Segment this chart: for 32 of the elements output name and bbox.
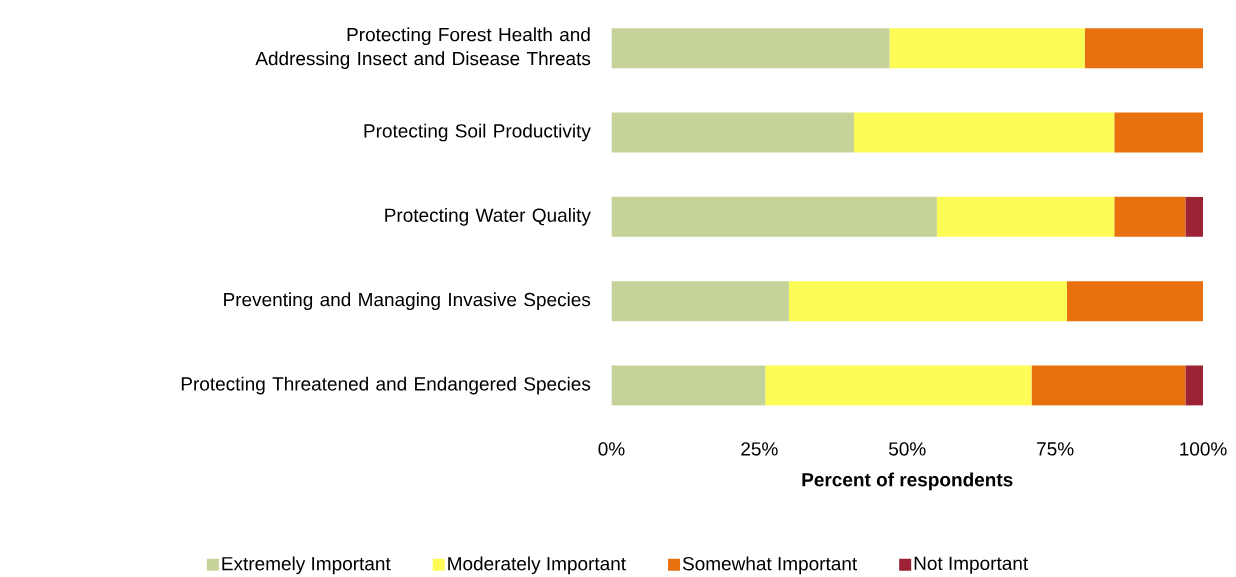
x-tick-label: 75% bbox=[1037, 442, 1074, 456]
bar bbox=[611, 281, 789, 322]
bar bbox=[889, 28, 1085, 69]
bar bbox=[611, 112, 854, 153]
y-tick-label: Protecting Water Quality bbox=[385, 207, 591, 226]
bar bbox=[936, 196, 1115, 237]
legend-label: Moderately Important bbox=[448, 556, 626, 575]
bar bbox=[1114, 112, 1204, 153]
bar bbox=[1185, 196, 1204, 237]
bar bbox=[788, 281, 1067, 322]
y-tick-label: Protecting Forest Health and Addressing Insect and Disease Threats bbox=[255, 27, 591, 69]
bar bbox=[1185, 365, 1204, 406]
y-tick-label: Protecting Soil Productivity bbox=[364, 123, 591, 142]
bar bbox=[1066, 281, 1204, 322]
bar bbox=[1084, 28, 1204, 69]
x-tick-label: 50% bbox=[889, 442, 926, 456]
x-tick-label: 0% bbox=[598, 442, 625, 456]
legend-label: Somewhat Important bbox=[682, 556, 858, 575]
bar bbox=[765, 365, 1032, 406]
bar bbox=[1031, 365, 1186, 406]
x-tick-label: 25% bbox=[741, 442, 778, 456]
bar bbox=[853, 112, 1115, 153]
bar bbox=[1114, 196, 1186, 237]
y-tick-label: Protecting Threatened and Endangered Species bbox=[181, 376, 591, 395]
y-tick-label: Preventing and Managing Invasive Species bbox=[224, 292, 591, 311]
legend-label: Not Important bbox=[914, 556, 1029, 574]
bar bbox=[611, 196, 937, 237]
x-tick-label: 100% bbox=[1180, 442, 1227, 456]
x-axis-title: Percent of respondents bbox=[802, 472, 1013, 491]
bar bbox=[611, 365, 766, 406]
legend-label: Extremely Important bbox=[222, 556, 391, 575]
bar bbox=[611, 28, 890, 69]
